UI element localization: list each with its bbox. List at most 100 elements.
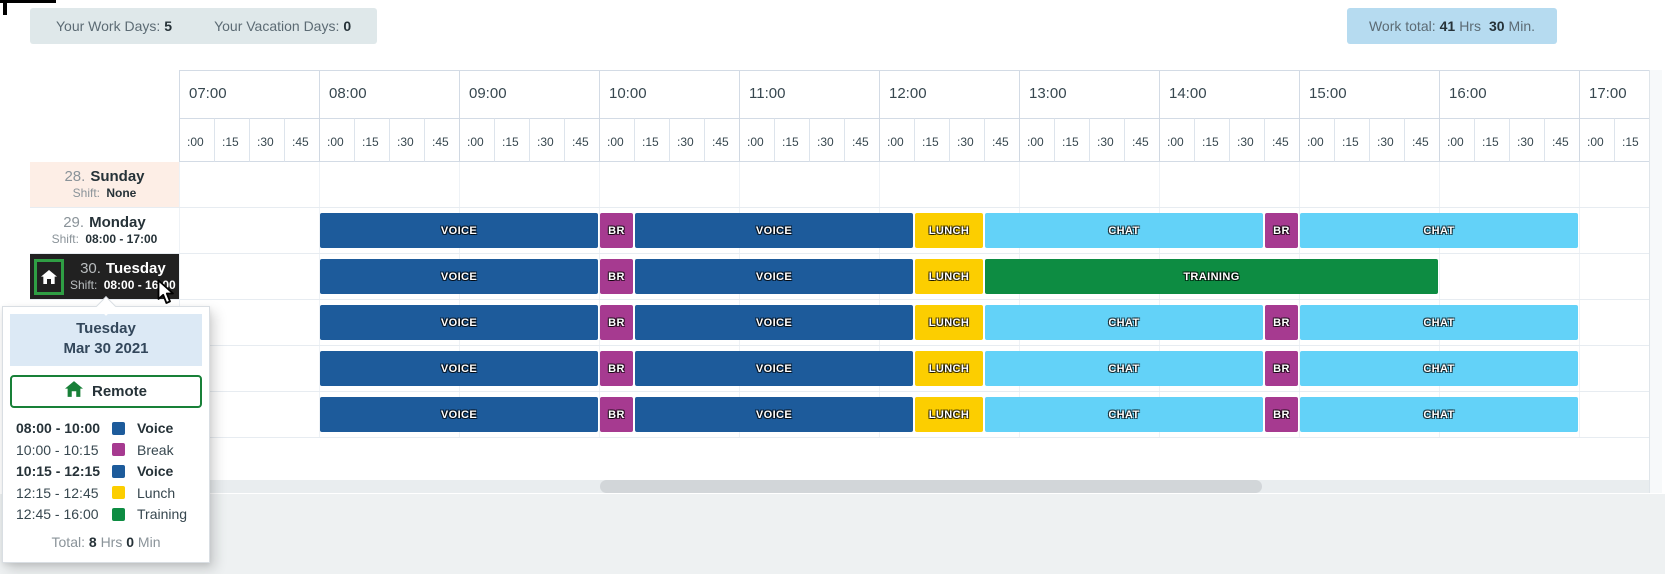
bar-voice[interactable]: VOICE: [320, 305, 598, 340]
day-name: Monday: [89, 213, 146, 231]
quarter-cell: :45: [1264, 118, 1299, 162]
entry-time: 12:15 - 12:45: [16, 484, 99, 501]
quarter-cell: :00: [1159, 118, 1194, 162]
quarter-cell: :30: [669, 118, 704, 162]
entry-legend-square: [112, 486, 125, 500]
hour-cell: 17:00: [1579, 70, 1649, 118]
vertical-scrollbar[interactable]: [1649, 70, 1662, 493]
bar-chat[interactable]: CHAT: [1300, 397, 1578, 432]
quarter-cell: :15: [1334, 118, 1369, 162]
day-label-monday[interactable]: 29. Monday Shift: 08:00 - 17:00: [30, 208, 179, 254]
day-row: VOICE BR VOICE LUNCH CHAT BR CHAT: [0, 300, 1665, 346]
bar-break[interactable]: BR: [600, 305, 633, 340]
home-icon: [64, 380, 83, 402]
bar-break[interactable]: BR: [600, 351, 633, 386]
day-lane: VOICE BR VOICE LUNCH TRAINING: [179, 254, 1649, 300]
day-lane: VOICE BR VOICE LUNCH CHAT BR CHAT: [179, 346, 1649, 392]
quarter-cell: :15: [1054, 118, 1089, 162]
entry-legend-square: [112, 421, 125, 435]
bar-chat[interactable]: CHAT: [1300, 351, 1578, 386]
day-name: Tuesday: [105, 259, 166, 277]
quarter-cell: :15: [494, 118, 529, 162]
screen-edge-artifact: [0, 0, 56, 3]
quarter-cell: :30: [809, 118, 844, 162]
bar-break[interactable]: BR: [1265, 397, 1298, 432]
tooltip-entry: 12:15 - 12:45 Lunch: [3, 482, 209, 504]
bar-training[interactable]: TRAINING: [985, 259, 1438, 294]
remote-label: Remote: [91, 382, 147, 400]
bar-chat[interactable]: CHAT: [1300, 213, 1578, 248]
entry-name: Break: [137, 441, 174, 458]
bar-voice[interactable]: VOICE: [635, 397, 913, 432]
remote-button[interactable]: Remote: [10, 374, 202, 408]
bar-voice[interactable]: VOICE: [320, 213, 598, 248]
quarter-cell: :45: [1124, 118, 1159, 162]
hour-cell: 08:00: [319, 70, 459, 118]
bar-lunch[interactable]: LUNCH: [915, 351, 983, 386]
bar-voice[interactable]: VOICE: [320, 397, 598, 432]
bar-voice[interactable]: VOICE: [635, 351, 913, 386]
entry-time: 10:00 - 10:15: [16, 441, 99, 458]
quarter-cell: :30: [249, 118, 284, 162]
bar-chat[interactable]: CHAT: [1300, 305, 1578, 340]
hour-cell: 07:00: [179, 70, 319, 118]
bar-chat[interactable]: CHAT: [985, 397, 1263, 432]
bar-voice[interactable]: VOICE: [320, 259, 598, 294]
bar-chat[interactable]: CHAT: [985, 213, 1263, 248]
bar-break[interactable]: BR: [600, 259, 633, 294]
shift-label: Shift:: [70, 278, 101, 293]
horizontal-scrollbar-track[interactable]: [30, 480, 1649, 493]
day-label-sunday[interactable]: 28. Sunday Shift: None: [30, 162, 179, 208]
hour-cell: 14:00: [1159, 70, 1299, 118]
bar-lunch[interactable]: LUNCH: [915, 259, 983, 294]
quarter-cell: :45: [424, 118, 459, 162]
quarter-cell: :15: [1614, 118, 1649, 162]
entry-name: Voice: [137, 463, 174, 480]
bar-chat[interactable]: CHAT: [985, 351, 1263, 386]
quarter-cell: :00: [1579, 118, 1614, 162]
day-lane: [179, 162, 1649, 208]
quarter-cell: :30: [1509, 118, 1544, 162]
day-label-text: 28. Sunday Shift: None: [64, 168, 144, 202]
bar-chat[interactable]: CHAT: [985, 305, 1263, 340]
day-row: VOICE BR VOICE LUNCH CHAT BR CHAT: [0, 346, 1665, 392]
bar-break[interactable]: BR: [600, 397, 633, 432]
screen-edge-artifact: [3, 0, 7, 15]
entry-legend-square: [112, 507, 125, 521]
bar-voice[interactable]: VOICE: [320, 351, 598, 386]
quarter-cell: :00: [319, 118, 354, 162]
day-detail-tooltip: Tuesday Mar 30 2021 Remote 08:00 - 10:00…: [2, 296, 210, 563]
day-number: 29.: [63, 213, 85, 231]
day-label-text: 30. Tuesday Shift: 08:00 - 16:00: [70, 260, 176, 294]
quarter-cell: :00: [879, 118, 914, 162]
bar-voice[interactable]: VOICE: [635, 259, 913, 294]
bar-break[interactable]: BR: [600, 213, 633, 248]
bar-voice[interactable]: VOICE: [635, 305, 913, 340]
bar-lunch[interactable]: LUNCH: [915, 213, 983, 248]
tooltip-day-title: Tuesday: [76, 320, 136, 337]
bar-voice[interactable]: VOICE: [635, 213, 913, 248]
quarter-cell: :45: [984, 118, 1019, 162]
quarter-cell: :45: [564, 118, 599, 162]
day-lane: VOICE BR VOICE LUNCH CHAT BR CHAT: [179, 208, 1649, 254]
tooltip-entry: 12:45 - 16:00 Training: [3, 504, 209, 526]
horizontal-scrollbar-thumb[interactable]: [600, 480, 1262, 493]
quarter-cell: :30: [1089, 118, 1124, 162]
bar-break[interactable]: BR: [1265, 351, 1298, 386]
quarter-cell: :00: [459, 118, 494, 162]
bar-lunch[interactable]: LUNCH: [915, 397, 983, 432]
hour-cell: 16:00: [1439, 70, 1579, 118]
quarter-cell: :45: [1544, 118, 1579, 162]
bar-break[interactable]: BR: [1265, 213, 1298, 248]
day-label-tuesday[interactable]: 30. Tuesday Shift: 08:00 - 16:00: [30, 254, 179, 300]
quarter-cell: :00: [1019, 118, 1054, 162]
hour-cell: 12:00: [879, 70, 1019, 118]
home-icon: [41, 269, 57, 284]
quarter-cell: :15: [634, 118, 669, 162]
bar-break[interactable]: BR: [1265, 305, 1298, 340]
bar-lunch[interactable]: LUNCH: [915, 305, 983, 340]
day-row: 30. Tuesday Shift: 08:00 - 16:00 VOICE BR VOI…: [0, 254, 1665, 300]
quarter-cell: :15: [214, 118, 249, 162]
work-days: Your Work Days: 5: [56, 18, 173, 34]
hour-cell: 11:00: [739, 70, 879, 118]
